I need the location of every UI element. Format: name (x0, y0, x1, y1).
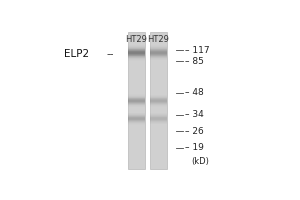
Text: – 19: – 19 (185, 143, 204, 152)
Bar (150, 122, 167, 123)
Bar (128, 32, 145, 169)
Text: – 85: – 85 (185, 57, 204, 66)
Text: (kD): (kD) (191, 157, 209, 166)
Bar (128, 103, 145, 104)
Bar (150, 103, 167, 104)
Bar (128, 52, 145, 53)
Bar (150, 115, 167, 116)
Bar (128, 121, 145, 122)
Bar (150, 106, 167, 107)
Bar (128, 124, 145, 125)
Bar (150, 118, 167, 119)
Bar (128, 113, 145, 114)
Bar (150, 56, 167, 57)
Bar (128, 49, 145, 50)
Bar (150, 46, 167, 47)
Text: --: -- (106, 49, 114, 59)
Bar (128, 122, 145, 123)
Bar (128, 102, 145, 103)
Bar (150, 54, 167, 55)
Text: HT29: HT29 (148, 35, 169, 44)
Bar (150, 101, 167, 102)
Bar (128, 114, 145, 115)
Bar (128, 115, 145, 116)
Bar (150, 96, 167, 97)
Bar (150, 123, 167, 124)
Bar (128, 98, 145, 99)
Bar (128, 104, 145, 105)
Bar (128, 58, 145, 59)
Bar (150, 105, 167, 106)
Bar (150, 47, 167, 48)
Bar (128, 50, 145, 51)
Bar (128, 123, 145, 124)
Bar (150, 97, 167, 98)
Bar (150, 59, 167, 60)
Bar (128, 116, 145, 117)
Bar (150, 100, 167, 101)
Bar (150, 98, 167, 99)
Bar (128, 54, 145, 55)
Bar (128, 57, 145, 58)
Bar (150, 49, 167, 50)
Bar (150, 99, 167, 100)
Bar (128, 119, 145, 120)
Bar (128, 101, 145, 102)
Bar (128, 95, 145, 96)
Bar (150, 120, 167, 121)
Text: – 26: – 26 (185, 127, 204, 136)
Bar (150, 116, 167, 117)
Bar (150, 45, 167, 46)
Bar (150, 32, 167, 169)
Bar (150, 58, 167, 59)
Bar (150, 104, 167, 105)
Bar (128, 96, 145, 97)
Text: – 34: – 34 (185, 110, 204, 119)
Bar (128, 47, 145, 48)
Bar (128, 46, 145, 47)
Bar (150, 52, 167, 53)
Bar (128, 99, 145, 100)
Bar (128, 120, 145, 121)
Bar (128, 117, 145, 118)
Bar (150, 53, 167, 54)
Bar (128, 97, 145, 98)
Bar (150, 48, 167, 49)
Text: – 48: – 48 (185, 88, 204, 97)
Bar (128, 48, 145, 49)
Bar (128, 100, 145, 101)
Bar (150, 50, 167, 51)
Bar (150, 55, 167, 56)
Bar (128, 94, 145, 95)
Bar (150, 121, 167, 122)
Text: HT29: HT29 (125, 35, 147, 44)
Bar (128, 105, 145, 106)
Bar (128, 51, 145, 52)
Bar (128, 55, 145, 56)
Bar (150, 51, 167, 52)
Text: – 117: – 117 (185, 46, 210, 55)
Bar (128, 118, 145, 119)
Bar (150, 119, 167, 120)
Bar (128, 45, 145, 46)
Text: ELP2: ELP2 (64, 49, 89, 59)
Bar (128, 53, 145, 54)
Bar (150, 95, 167, 96)
Bar (128, 59, 145, 60)
Bar (150, 113, 167, 114)
Bar (150, 102, 167, 103)
Bar (128, 56, 145, 57)
Bar (150, 57, 167, 58)
Bar (150, 114, 167, 115)
Bar (128, 106, 145, 107)
Bar (150, 117, 167, 118)
Bar (128, 60, 145, 61)
